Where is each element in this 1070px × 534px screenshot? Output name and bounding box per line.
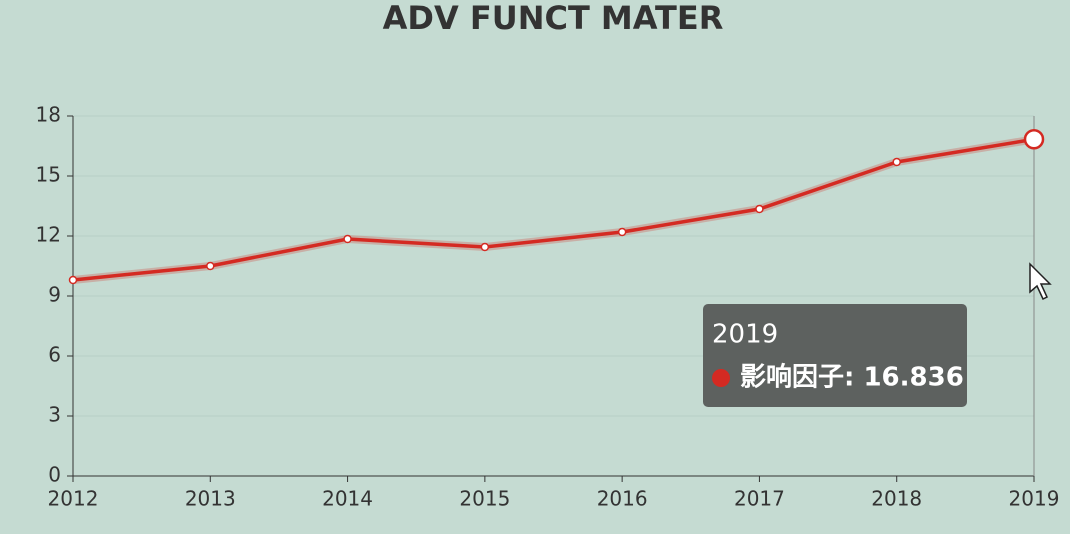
x-tick-label: 2015: [459, 487, 510, 511]
point: [892, 157, 901, 167]
tooltip-box: [703, 304, 967, 407]
y-tick-label: 3: [48, 403, 61, 427]
x-tick-label: 2013: [185, 487, 236, 511]
point: [343, 234, 352, 244]
tooltip-header: 2019: [712, 320, 778, 350]
chart-title: ADV FUNCT MATER: [383, 0, 724, 37]
x-tick-label: 2017: [734, 487, 785, 511]
y-tick-label: 0: [48, 463, 61, 487]
line: [72, 137, 1035, 282]
tooltip-text: 影响因子: 16.836: [740, 362, 964, 393]
point: [68, 275, 78, 285]
point: [617, 227, 627, 237]
x-tick-label: 2012: [48, 487, 99, 511]
y-tick-label: 12: [36, 223, 61, 247]
x-tick-label: 2019: [1009, 487, 1060, 511]
y-tick-label: 18: [36, 103, 61, 127]
point: [480, 242, 490, 252]
tooltip-dot: [712, 369, 730, 387]
x-tick-label: 2014: [322, 487, 373, 511]
tooltip: 2019 影响因子: 16.836: [703, 304, 967, 407]
point: [755, 204, 764, 214]
x-tick-label: 2018: [871, 487, 922, 511]
y-tick-label: 9: [48, 283, 61, 307]
point: [206, 261, 215, 271]
y-tick-label: 6: [48, 343, 61, 367]
y-tick-label: 15: [36, 163, 61, 187]
cursor: [1029, 262, 1052, 301]
point: [1023, 129, 1045, 150]
x-tick-label: 2016: [597, 487, 648, 511]
plot: 0 3 6 9 12 15 18 2012 2013 2014 2015 2016 2017 2018 20…: [36, 103, 1060, 511]
